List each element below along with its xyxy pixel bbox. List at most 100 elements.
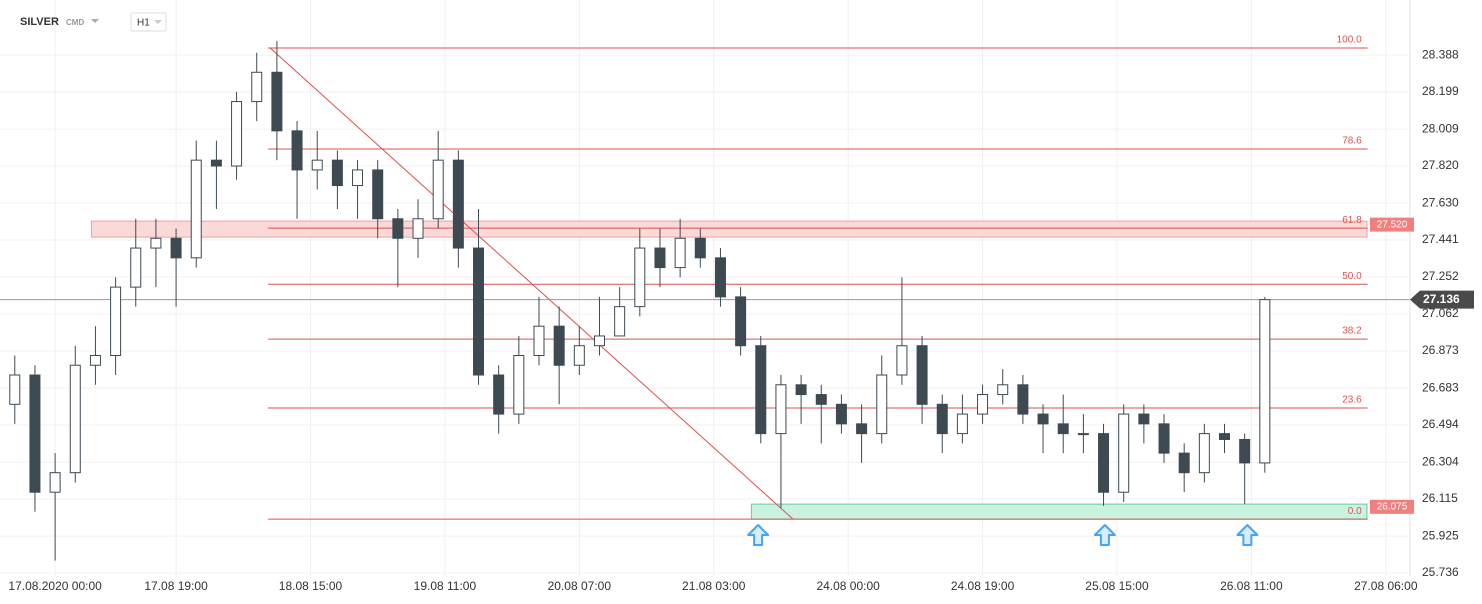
candle-body — [755, 345, 767, 435]
candle-body — [795, 384, 807, 396]
candle-body — [392, 218, 404, 239]
candle-body — [210, 159, 222, 167]
candle-body — [634, 247, 646, 308]
candle-body — [856, 423, 868, 435]
candle-body — [311, 159, 323, 171]
candle-body — [553, 325, 565, 366]
up-arrow — [747, 524, 770, 546]
fib-label: 38.2 — [1342, 326, 1362, 337]
candle-body — [291, 130, 303, 171]
candle-body — [130, 247, 142, 288]
x-tick-label: 26.08 11:00 — [1220, 579, 1283, 593]
candle-body — [593, 335, 605, 347]
price-tag — [1370, 217, 1414, 232]
price-tag-label: 26.075 — [1377, 501, 1408, 512]
y-tick-label: 26.873 — [1422, 343, 1459, 357]
y-tick-label: 28.388 — [1422, 47, 1459, 61]
candle-body — [412, 218, 424, 239]
candle-body — [694, 237, 706, 259]
y-tick-label: 26.683 — [1422, 380, 1459, 394]
candle-body — [29, 374, 41, 493]
y-tick-label: 27.820 — [1422, 158, 1459, 172]
interval: H1 — [137, 18, 150, 29]
fib-label: 100.0 — [1337, 35, 1362, 46]
candle-body — [815, 394, 827, 405]
candle-body — [936, 403, 948, 435]
fib-label: 61.8 — [1342, 215, 1362, 226]
candle-body — [1198, 433, 1210, 474]
candle-body — [271, 71, 283, 132]
candle-body — [614, 306, 626, 337]
x-tick-label: 24.08 19:00 — [951, 579, 1015, 593]
candle-body — [1098, 433, 1110, 493]
candle-body — [352, 169, 364, 187]
fib-label: 50.0 — [1342, 271, 1362, 282]
candle-body — [1057, 423, 1069, 435]
candle-body — [835, 403, 847, 425]
candle-body — [896, 345, 908, 376]
plot: 100.0 78.6 61.8 50.0 38.2 23.6 0.0 — [0, 35, 1410, 561]
candle-body — [674, 237, 686, 269]
trend-line — [269, 47, 794, 520]
candle-body — [49, 472, 61, 493]
candle-body — [493, 374, 505, 415]
y-tick-label: 25.736 — [1422, 565, 1459, 579]
y-tick-label: 27.062 — [1422, 306, 1459, 320]
candle-body — [251, 71, 263, 103]
candle-body — [170, 237, 182, 259]
candle-body — [513, 354, 525, 415]
x-tick-label: 17.08.2020 00:00 — [8, 579, 102, 593]
current-price-tag — [1410, 290, 1474, 309]
price-tag — [1370, 499, 1414, 514]
y-tick-label: 27.441 — [1422, 232, 1459, 246]
price-tag-label: 27.520 — [1377, 219, 1408, 230]
candle-body — [231, 101, 243, 167]
candle-body — [190, 159, 202, 259]
x-tick-label: 17.08 19:00 — [144, 579, 208, 593]
interval-box[interactable] — [130, 12, 167, 32]
candle-body — [110, 286, 122, 356]
candle-body — [473, 247, 485, 376]
candle-body — [1178, 452, 1190, 474]
candle-body — [331, 159, 343, 187]
y-tick-label: 25.925 — [1422, 528, 1459, 542]
fib-label: 23.6 — [1342, 395, 1362, 406]
candle-body — [573, 345, 585, 366]
x-tick-label: 21.08 03:00 — [682, 579, 746, 593]
y-tick-label: 27.252 — [1422, 269, 1459, 283]
fib-label: 78.6 — [1342, 136, 1362, 147]
x-tick-label: 18.08 15:00 — [279, 579, 343, 593]
candle-body — [654, 247, 666, 269]
x-tick-label: 27.08 06:00 — [1354, 579, 1418, 593]
symbol: SILVER — [20, 16, 59, 28]
candle-body — [1138, 413, 1150, 425]
candle-body — [876, 374, 888, 435]
x-tick-label: 19.08 11:00 — [414, 579, 477, 593]
axes: 28.388 28.199 28.009 27.820 27.630 27.441 27.2… — [8, 0, 1474, 593]
candle-body — [714, 257, 726, 298]
candle-body — [775, 384, 787, 435]
candle-body — [1037, 413, 1049, 425]
y-tick-label: 28.199 — [1422, 84, 1459, 98]
candle-body — [533, 325, 545, 356]
candle-body — [1219, 433, 1231, 440]
candle-body — [956, 413, 968, 435]
up-arrow — [1236, 524, 1259, 546]
current-price-label: 27.136 — [1423, 292, 1460, 306]
candle-body — [977, 394, 989, 415]
candle-body — [916, 345, 928, 405]
y-tick-label: 26.494 — [1422, 417, 1459, 431]
y-tick-label: 28.009 — [1422, 121, 1459, 135]
x-tick-label: 24.08 00:00 — [816, 579, 880, 593]
fib-label: 0.0 — [1348, 506, 1362, 517]
candle-body — [735, 296, 747, 347]
candle-body — [452, 159, 464, 249]
candle-body — [1017, 384, 1029, 415]
candle-body — [997, 384, 1009, 396]
candle-body — [1158, 423, 1170, 454]
candle-body — [1239, 438, 1251, 464]
up-arrow — [1093, 524, 1116, 546]
dropdown-arrow[interactable] — [91, 19, 99, 23]
candle-body — [372, 169, 384, 220]
